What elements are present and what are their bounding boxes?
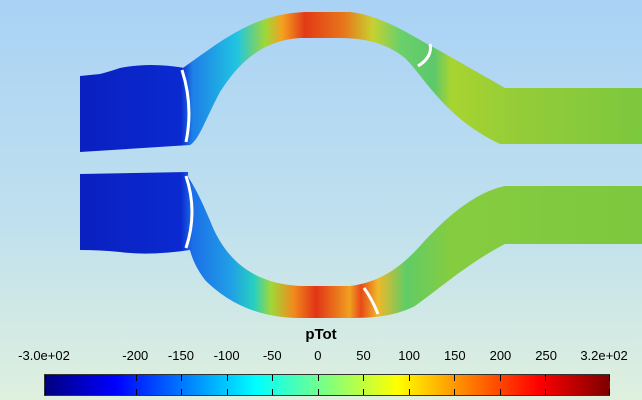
upper-arc-channel	[183, 12, 642, 145]
colorbar-tick-mark	[609, 389, 610, 395]
lower-channel	[80, 172, 642, 318]
colorbar-tick-mark	[499, 375, 501, 381]
upper-cut-line	[180, 69, 191, 143]
colorbar-tick-mark	[45, 389, 46, 395]
colorbar-tick-label: 150	[443, 348, 466, 363]
lower-arc-channel	[186, 174, 642, 318]
colorbar-tick-mark	[609, 375, 610, 381]
colorbar-tick-mark	[545, 375, 547, 381]
colorbar-tick-mark	[272, 389, 274, 395]
colorbar-tick-label: 200	[489, 348, 512, 363]
colorbar-tick-label: -200	[122, 348, 149, 363]
colorbar-tick-label: 250	[535, 348, 557, 363]
colorbar-tick-mark	[226, 375, 228, 381]
colorbar-tick-mark	[135, 375, 137, 381]
upper-mixing-plane	[417, 43, 432, 68]
colorbar-tick-mark	[408, 389, 410, 395]
colorbar-tick-mark	[272, 375, 274, 381]
colorbar-tick-label: -50	[262, 348, 282, 363]
colorbar-tick-label: 0	[314, 348, 322, 363]
colorbar-tick-label: 100	[398, 348, 421, 363]
colorbar-tick-mark	[181, 389, 183, 395]
colorbar-tick-mark	[363, 389, 365, 395]
colorbar-tick-mark	[317, 389, 319, 395]
colorbar	[44, 374, 610, 396]
colorbar-tick-label: -150	[167, 348, 194, 363]
colorbar-tick-mark	[363, 375, 365, 381]
colorbar-tick-mark	[135, 389, 137, 395]
flow-domain-plot	[80, 12, 642, 318]
colorbar-tick-mark	[454, 389, 456, 395]
colorbar-tick-label: 3.2e+02	[580, 348, 628, 363]
colorbar-tick-mark	[226, 389, 228, 395]
colorbar-tick-label: -3.0e+02	[18, 348, 70, 363]
lower-mixing-plane	[362, 287, 380, 315]
lower-cut-line	[184, 175, 194, 249]
upper-inlet-block	[80, 65, 190, 152]
colorbar-title: pTot	[305, 326, 337, 343]
colorbar-tick-mark	[317, 375, 319, 381]
colorbar-tick-mark	[45, 375, 46, 381]
colorbar-tick-label: 50	[356, 348, 371, 363]
colorbar-tick-mark	[181, 375, 183, 381]
colorbar-tick-mark	[454, 375, 456, 381]
colorbar-tick-mark	[499, 389, 501, 395]
colorbar-tick-mark	[545, 389, 547, 395]
lower-inlet-block	[80, 172, 190, 254]
upper-channel	[80, 12, 642, 152]
colorbar-tick-label: -100	[213, 348, 240, 363]
colorbar-tick-mark	[408, 375, 410, 381]
